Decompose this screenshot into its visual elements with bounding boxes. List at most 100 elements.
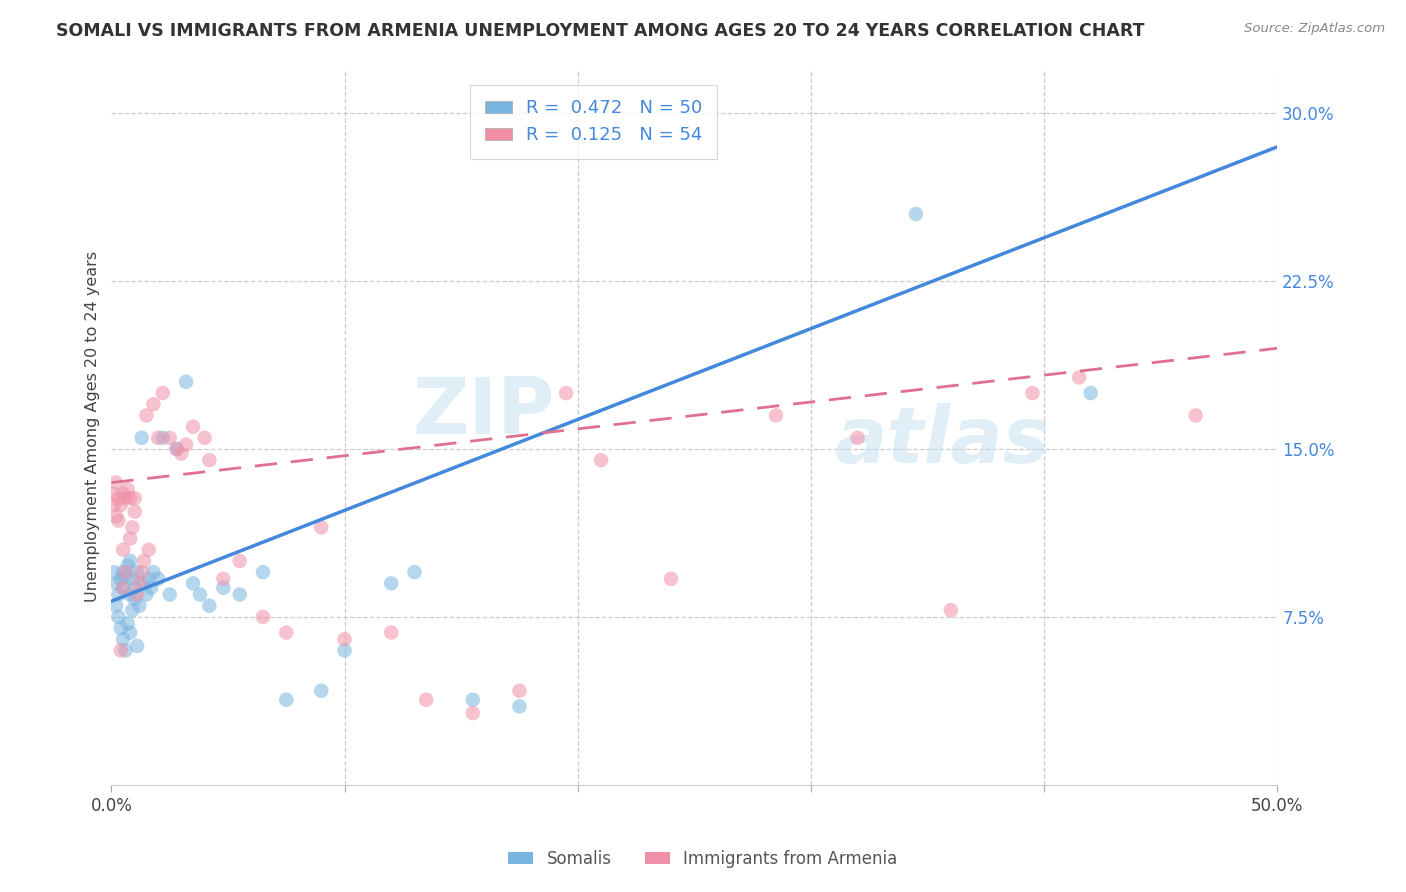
Text: atlas: atlas: [834, 403, 1049, 479]
Point: [415, 692, 437, 706]
Point: [591, 453, 613, 467]
Point: [659, 572, 682, 586]
Point: [276, 692, 298, 706]
Point: [110, 643, 132, 657]
Legend: R =  0.472   N = 50, R =  0.125   N = 54: R = 0.472 N = 50, R = 0.125 N = 54: [470, 85, 717, 159]
Point: [121, 520, 143, 534]
Point: [103, 565, 125, 579]
Point: [112, 581, 135, 595]
Point: [152, 386, 174, 401]
Point: [128, 599, 150, 613]
Point: [159, 431, 181, 445]
Point: [188, 587, 211, 601]
Point: [174, 375, 197, 389]
Point: [198, 453, 221, 467]
Point: [124, 592, 146, 607]
Point: [107, 610, 129, 624]
Point: [135, 587, 157, 601]
Point: [120, 491, 142, 506]
Point: [212, 572, 235, 586]
Point: [174, 437, 197, 451]
Point: [333, 632, 356, 647]
Point: [125, 639, 148, 653]
Point: [1184, 409, 1206, 423]
Point: [1067, 370, 1090, 384]
Point: [110, 572, 132, 586]
Point: [146, 572, 169, 586]
Point: [198, 599, 221, 613]
Point: [555, 386, 578, 401]
Point: [461, 706, 484, 720]
Point: [124, 505, 146, 519]
Point: [121, 572, 143, 586]
Point: [846, 431, 869, 445]
Point: [135, 409, 157, 423]
Point: [112, 581, 135, 595]
Point: [124, 581, 146, 595]
Point: [105, 475, 128, 490]
Point: [212, 581, 235, 595]
Point: [114, 643, 136, 657]
Point: [228, 587, 250, 601]
Point: [939, 603, 962, 617]
Point: [276, 625, 298, 640]
Point: [124, 491, 146, 506]
Point: [170, 446, 193, 460]
Point: [107, 587, 129, 601]
Point: [120, 554, 142, 568]
Point: [166, 442, 188, 456]
Y-axis label: Unemployment Among Ages 20 to 24 years: Unemployment Among Ages 20 to 24 years: [86, 251, 100, 602]
Point: [1021, 386, 1043, 401]
Point: [110, 498, 132, 512]
Point: [380, 625, 402, 640]
Point: [309, 683, 332, 698]
Point: [1080, 386, 1102, 401]
Point: [181, 576, 204, 591]
Point: [194, 431, 217, 445]
Point: [121, 603, 143, 617]
Point: [128, 576, 150, 591]
Point: [508, 699, 530, 714]
Point: [166, 442, 188, 456]
Point: [131, 565, 153, 579]
Point: [309, 520, 332, 534]
Point: [107, 514, 129, 528]
Point: [114, 491, 136, 506]
Point: [112, 632, 135, 647]
Point: [105, 576, 128, 591]
Point: [125, 587, 148, 601]
Point: [904, 207, 927, 221]
Point: [105, 599, 128, 613]
Point: [461, 692, 484, 706]
Point: [228, 554, 250, 568]
Point: [142, 565, 165, 579]
Point: [159, 587, 181, 601]
Point: [103, 498, 125, 512]
Point: [132, 576, 155, 591]
Point: [380, 576, 402, 591]
Point: [112, 565, 135, 579]
Point: [103, 487, 125, 501]
Point: [138, 572, 160, 586]
Point: [404, 565, 426, 579]
Point: [110, 621, 132, 635]
Point: [765, 409, 787, 423]
Point: [120, 587, 142, 601]
Legend: Somalis, Immigrants from Armenia: Somalis, Immigrants from Armenia: [502, 844, 904, 875]
Point: [152, 431, 174, 445]
Point: [142, 397, 165, 411]
Point: [117, 558, 139, 573]
Point: [117, 483, 139, 497]
Point: [333, 643, 356, 657]
Point: [508, 683, 530, 698]
Point: [131, 431, 153, 445]
Point: [132, 554, 155, 568]
Text: ZIP: ZIP: [412, 375, 554, 450]
Point: [252, 610, 274, 624]
Point: [114, 569, 136, 583]
Point: [146, 431, 169, 445]
Point: [139, 581, 162, 595]
Point: [112, 542, 135, 557]
Text: Source: ZipAtlas.com: Source: ZipAtlas.com: [1244, 22, 1385, 36]
Point: [252, 565, 274, 579]
